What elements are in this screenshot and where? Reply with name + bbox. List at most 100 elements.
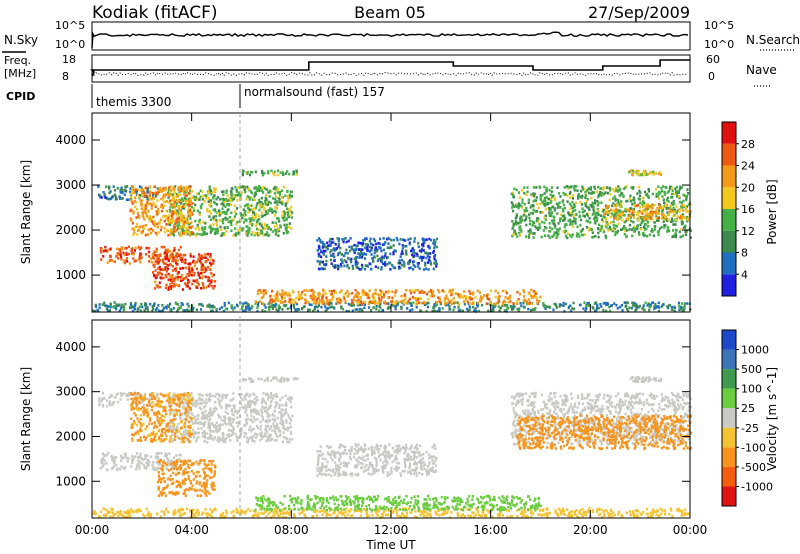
heatmap-cell	[437, 288, 440, 292]
heatmap-cell	[515, 214, 518, 218]
heatmap-cell	[266, 234, 270, 237]
heatmap-cell	[533, 194, 536, 198]
heatmap-cell	[195, 308, 198, 312]
heatmap-cell	[200, 427, 203, 430]
heatmap-cell	[164, 494, 168, 497]
heatmap-cell	[174, 185, 177, 188]
heatmap-cell	[660, 189, 664, 193]
heatmap-cell	[399, 255, 402, 258]
heatmap-cell	[415, 297, 418, 300]
heatmap-cell	[324, 249, 327, 253]
heatmap-cell	[635, 304, 639, 308]
heatmap-cell	[584, 190, 587, 194]
heatmap-cell	[172, 306, 175, 310]
heatmap-cell	[519, 221, 522, 224]
heatmap-cell	[114, 197, 117, 201]
heatmap-cell	[162, 196, 165, 199]
heatmap-cell	[277, 227, 280, 231]
heatmap-cell	[216, 196, 220, 199]
heatmap-cell	[160, 480, 163, 484]
heatmap-cell	[648, 213, 651, 216]
heatmap-cell	[249, 190, 253, 193]
heatmap-cell	[645, 227, 648, 231]
heatmap-cell	[252, 198, 255, 202]
heatmap-cell	[312, 309, 315, 313]
heatmap-cell	[204, 221, 207, 225]
heatmap-cell	[686, 188, 689, 191]
heatmap-cell	[667, 206, 670, 210]
heatmap-cell	[558, 303, 561, 306]
heatmap-cell	[351, 309, 354, 313]
heatmap-cell	[179, 279, 183, 282]
heatmap-cell	[218, 427, 221, 431]
heatmap-cell	[662, 220, 665, 224]
heatmap-cell	[100, 247, 103, 251]
heatmap-cell	[613, 302, 616, 305]
heatmap-cell	[588, 226, 591, 230]
heatmap-cell	[133, 231, 136, 234]
heatmap-cell	[378, 301, 381, 305]
heatmap-cell	[319, 249, 322, 252]
heatmap-cell	[116, 468, 119, 472]
heatmap-cell	[206, 252, 209, 256]
heatmap-cell	[620, 215, 623, 219]
heatmap-cell	[169, 283, 172, 286]
heatmap-cell	[258, 217, 261, 221]
heatmap-cell	[586, 205, 589, 209]
heatmap-cell	[282, 185, 286, 189]
heatmap-cell	[171, 252, 174, 256]
heatmap-cell	[550, 197, 553, 201]
heatmap-cell	[527, 230, 530, 233]
heatmap-cell	[657, 172, 660, 176]
heatmap-cell	[186, 232, 189, 236]
heatmap-cell	[408, 297, 411, 301]
heatmap-cell	[276, 217, 279, 220]
heatmap-cell	[622, 227, 625, 230]
heatmap-cell	[214, 400, 217, 404]
heatmap-cell	[201, 398, 204, 401]
heatmap-cell	[148, 255, 151, 258]
heatmap-cell	[105, 453, 108, 457]
heatmap-cell	[427, 245, 430, 248]
heatmap-cell	[430, 289, 433, 292]
heatmap-cell	[402, 301, 405, 305]
heatmap-cell	[349, 237, 352, 240]
heatmap-cell	[623, 220, 626, 224]
heatmap-cell	[207, 284, 210, 288]
heatmap-cell	[124, 186, 127, 189]
heatmap-cell	[196, 470, 199, 474]
heatmap-cell	[208, 261, 212, 265]
heatmap-cell	[152, 229, 155, 233]
nsky-label: N.Sky	[4, 33, 38, 47]
heatmap-cell	[227, 301, 230, 305]
heatmap-cell	[207, 276, 210, 279]
heatmap-cell	[184, 282, 187, 285]
heatmap-cell	[168, 250, 171, 253]
heatmap-cell	[657, 216, 660, 220]
heatmap-cell	[535, 292, 538, 296]
heatmap-cell	[251, 215, 254, 218]
heatmap-cell	[251, 210, 255, 214]
heatmap-cell	[203, 472, 206, 475]
heatmap-cell	[637, 218, 640, 222]
heatmap-cell	[523, 219, 526, 222]
heatmap-cell	[646, 217, 649, 220]
heatmap-cell	[362, 239, 365, 242]
heatmap-cell	[164, 266, 167, 269]
heatmap-cell	[175, 211, 178, 215]
heatmap-cell	[543, 221, 546, 225]
heatmap-cell	[661, 209, 664, 213]
heatmap-cell	[573, 217, 576, 220]
heatmap-cell	[590, 205, 593, 209]
heatmap-cell	[166, 486, 169, 489]
heatmap-cell	[191, 231, 194, 234]
heatmap-cell	[140, 456, 143, 460]
heatmap-cell	[426, 254, 429, 258]
heatmap-cell	[584, 309, 587, 313]
heatmap-cell	[208, 186, 211, 190]
heatmap-cell	[509, 300, 512, 303]
heatmap-cell	[289, 400, 292, 404]
heatmap-cell	[320, 294, 323, 298]
heatmap-cell	[180, 413, 183, 417]
heatmap-cell	[648, 305, 651, 309]
